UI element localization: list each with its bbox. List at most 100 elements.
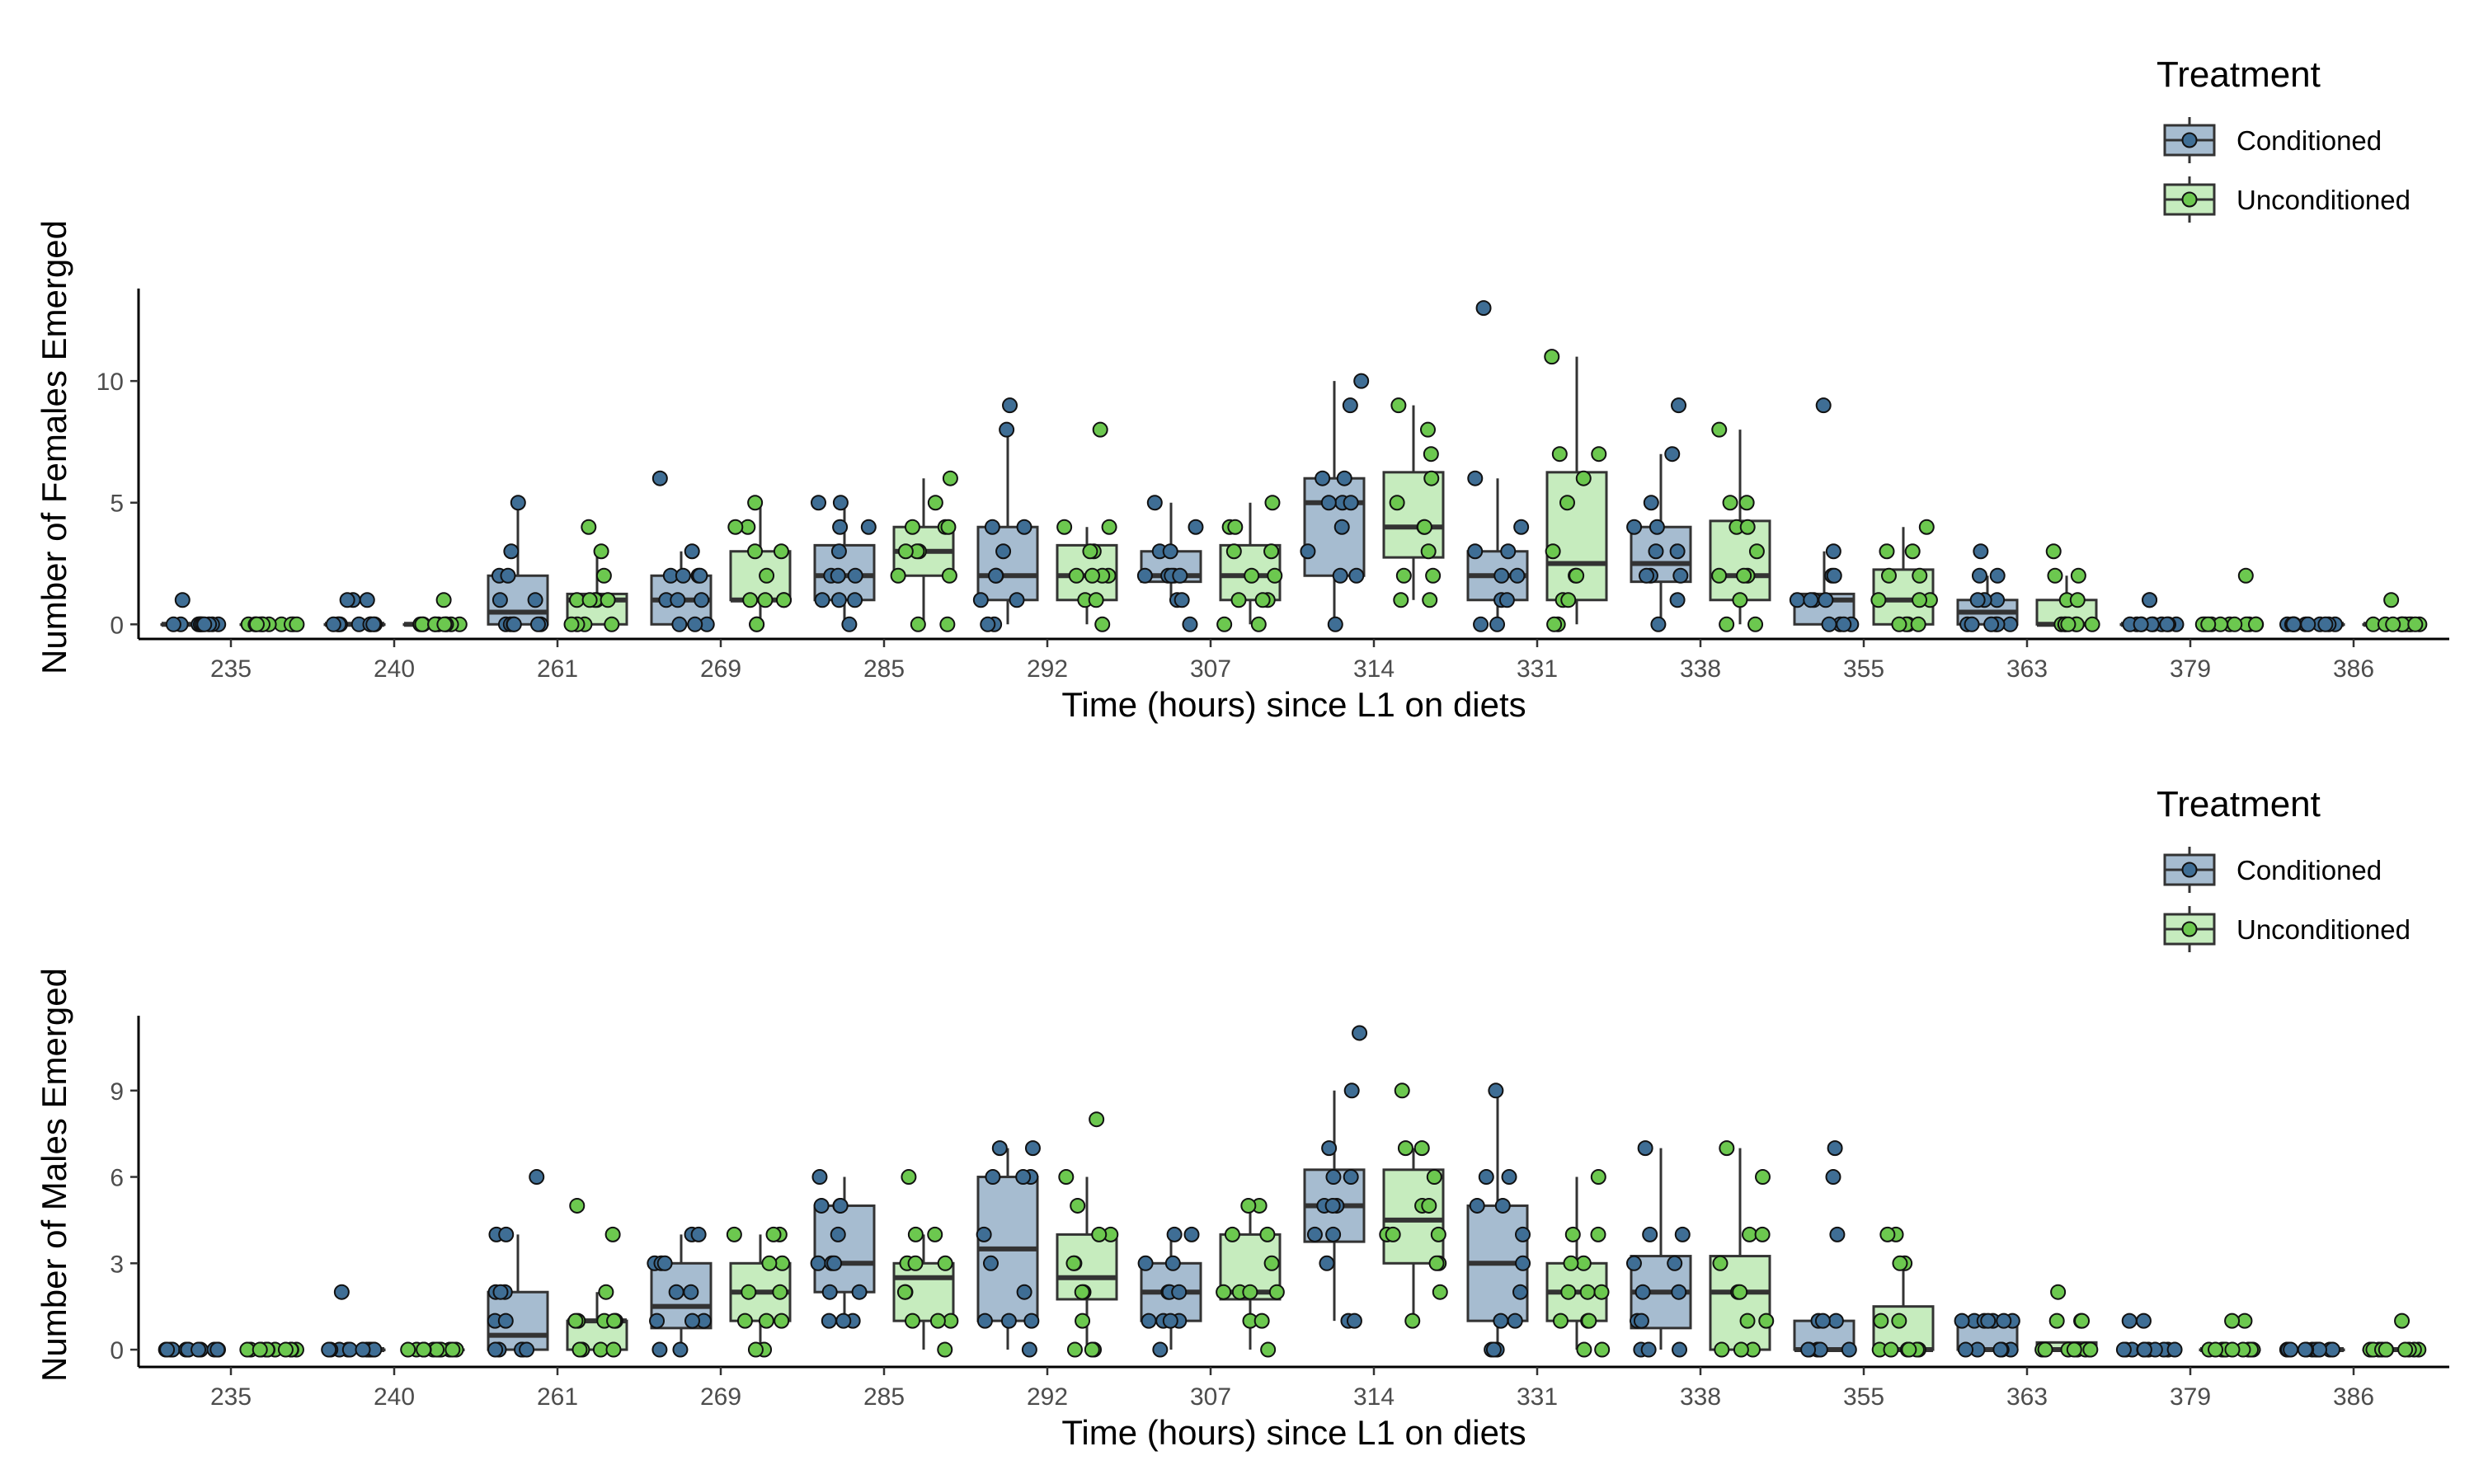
data-point bbox=[1425, 567, 1442, 584]
x-tick-label: 386 bbox=[2333, 655, 2374, 683]
data-point bbox=[529, 1169, 545, 1186]
box-363-conditioned bbox=[1956, 543, 2019, 632]
data-point bbox=[1747, 616, 1764, 632]
data-point bbox=[492, 1284, 509, 1300]
data-point bbox=[690, 1226, 707, 1242]
data-point bbox=[581, 519, 597, 535]
data-point bbox=[1259, 1226, 1276, 1242]
series-conditioned bbox=[158, 1025, 2345, 1358]
x-tick-label: 261 bbox=[537, 655, 578, 683]
data-point bbox=[774, 1313, 790, 1329]
data-point bbox=[1575, 470, 1592, 486]
box-235-unconditioned bbox=[239, 616, 305, 632]
data-point bbox=[1166, 1226, 1183, 1242]
data-point bbox=[1732, 592, 1748, 608]
box-314-unconditioned bbox=[1382, 397, 1445, 608]
y-axis-title: Number of Males Emerged bbox=[35, 968, 73, 1382]
data-point bbox=[1395, 567, 1412, 584]
data-point bbox=[1500, 543, 1517, 560]
data-point bbox=[2383, 592, 2400, 608]
y-tick-label: 6 bbox=[110, 1165, 124, 1192]
data-point bbox=[2285, 616, 2302, 632]
data-point bbox=[1825, 543, 1841, 560]
legend-key-point bbox=[2181, 191, 2198, 208]
y-tick-label: 3 bbox=[110, 1251, 124, 1278]
data-point bbox=[1971, 567, 1987, 584]
box-240-conditioned bbox=[321, 1284, 386, 1358]
x-tick-label: 363 bbox=[2006, 655, 2048, 683]
box-386-unconditioned bbox=[2362, 1313, 2427, 1358]
data-point bbox=[1227, 519, 1244, 535]
chart-panel-1: 0 5 10 235 240 261 269 285 292 307 314 331 338 355 363… bbox=[35, 54, 2449, 724]
box-292-unconditioned bbox=[1056, 1111, 1119, 1358]
data-point bbox=[1754, 1226, 1771, 1242]
data-point bbox=[600, 592, 616, 608]
box-body bbox=[976, 525, 1039, 602]
y-tick-label: 0 bbox=[110, 612, 124, 639]
box-307-conditioned bbox=[1137, 1226, 1202, 1358]
data-point bbox=[1552, 1313, 1569, 1329]
data-point bbox=[1989, 567, 2006, 584]
box-269-unconditioned bbox=[726, 1226, 792, 1358]
data-point bbox=[1260, 1341, 1277, 1358]
data-point bbox=[604, 1226, 621, 1242]
data-point bbox=[905, 1313, 921, 1329]
data-point bbox=[1581, 1313, 1597, 1329]
box-269-conditioned bbox=[647, 1226, 713, 1358]
data-point bbox=[506, 616, 522, 632]
data-point bbox=[937, 1341, 953, 1358]
data-point bbox=[1507, 1313, 1523, 1329]
data-point bbox=[2121, 1313, 2138, 1329]
data-point bbox=[841, 616, 858, 632]
data-point bbox=[668, 1284, 684, 1300]
x-tick-label: 285 bbox=[863, 655, 905, 683]
data-point bbox=[569, 592, 586, 608]
data-point bbox=[890, 567, 906, 584]
legend-key-point bbox=[2181, 862, 2198, 878]
y-tick-label: 10 bbox=[96, 369, 124, 396]
data-point bbox=[1224, 1226, 1240, 1242]
data-point bbox=[759, 567, 775, 584]
x-tick-label: 314 bbox=[1353, 1383, 1395, 1411]
box-235-conditioned bbox=[158, 1341, 227, 1358]
data-point bbox=[907, 1255, 924, 1271]
legend-title: Treatment bbox=[2157, 54, 2321, 95]
data-point bbox=[2045, 543, 2062, 560]
data-point bbox=[1672, 567, 1689, 584]
data-point bbox=[2200, 616, 2217, 632]
data-point bbox=[487, 1341, 504, 1358]
data-point bbox=[1267, 567, 1283, 584]
data-point bbox=[1240, 1197, 1257, 1214]
data-point bbox=[1883, 1341, 1899, 1358]
box-292-unconditioned bbox=[1056, 421, 1118, 632]
data-point bbox=[1634, 1284, 1651, 1300]
data-point bbox=[2166, 1341, 2183, 1358]
data-point bbox=[1315, 470, 1331, 486]
data-point bbox=[1075, 1313, 1091, 1329]
data-point bbox=[1268, 1284, 1285, 1300]
data-point bbox=[1137, 1255, 1154, 1271]
data-point bbox=[1563, 1255, 1579, 1271]
data-point bbox=[982, 1255, 999, 1271]
box-285-conditioned bbox=[810, 1169, 876, 1329]
data-point bbox=[2050, 1284, 2067, 1300]
data-point bbox=[519, 1341, 535, 1358]
x-tick-label: 331 bbox=[1517, 655, 1558, 683]
data-point bbox=[1325, 1169, 1342, 1186]
box-379-conditioned bbox=[2115, 1313, 2183, 1358]
data-point bbox=[747, 495, 764, 511]
data-point bbox=[1711, 421, 1728, 438]
data-point bbox=[1827, 1313, 1844, 1329]
data-point bbox=[761, 1255, 778, 1271]
data-point bbox=[1300, 543, 1316, 560]
data-point bbox=[940, 519, 957, 535]
data-point bbox=[1352, 1025, 1368, 1041]
data-point bbox=[571, 1341, 588, 1358]
data-point bbox=[1633, 1313, 1649, 1329]
data-point bbox=[1758, 1313, 1775, 1329]
data-point bbox=[2159, 616, 2175, 632]
data-point bbox=[1738, 495, 1755, 511]
data-point bbox=[830, 543, 847, 560]
data-point bbox=[1009, 592, 1025, 608]
x-tick-label: 240 bbox=[374, 1383, 415, 1411]
